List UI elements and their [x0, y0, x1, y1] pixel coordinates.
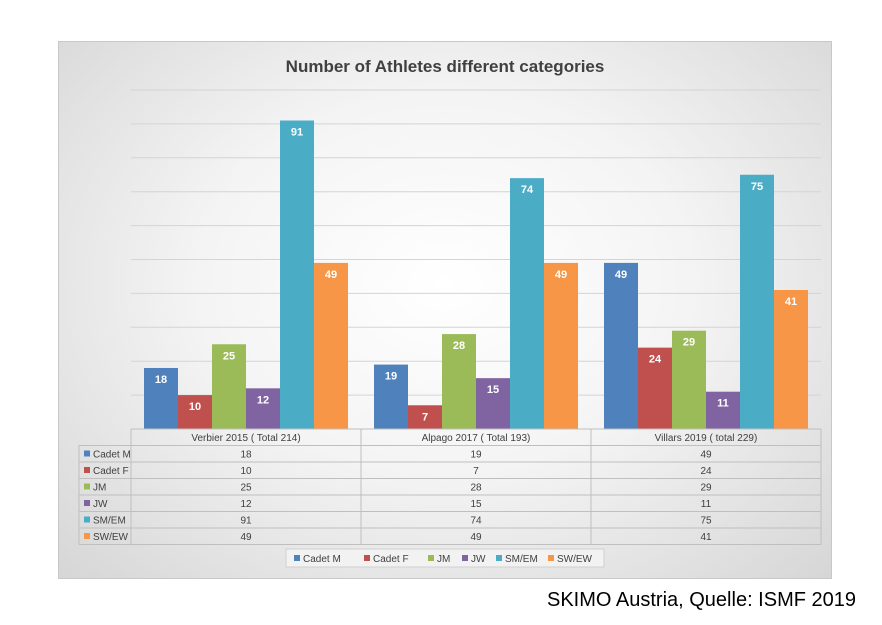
- bar: [178, 395, 212, 429]
- table-value: 28: [470, 483, 482, 494]
- legend-entry: Cadet F: [373, 554, 409, 565]
- bar: [442, 334, 476, 429]
- legend-box: [285, 548, 605, 568]
- table-legend-key: [84, 467, 90, 473]
- chart-panel: Number of Athletes different categories 1…: [58, 41, 832, 579]
- table-value: 11: [701, 499, 712, 510]
- table-series-name: Cadet M: [93, 450, 131, 461]
- bar-data-label: 49: [555, 269, 567, 281]
- bar: [144, 367, 178, 429]
- table-value: 10: [240, 466, 252, 477]
- bar: [604, 262, 638, 429]
- table-legend-key: [84, 533, 90, 539]
- table-value: 24: [700, 466, 712, 477]
- table-value: 91: [240, 516, 252, 527]
- table-value: 41: [700, 532, 712, 543]
- bar-data-label: 91: [291, 127, 303, 139]
- legend-key: [548, 555, 554, 561]
- bar: [280, 120, 314, 429]
- bar-data-label: 24: [649, 354, 662, 366]
- bar: [314, 262, 348, 429]
- bar: [706, 391, 740, 429]
- athletes-bar-chart: Number of Athletes different categories 1…: [78, 57, 822, 568]
- bar-data-label: 75: [751, 181, 763, 193]
- legend-entry: Cadet M: [303, 554, 341, 565]
- table-value: 29: [700, 483, 712, 494]
- category-label: Verbier 2015 ( Total 214): [191, 433, 300, 444]
- bar: [408, 405, 442, 429]
- table-value: 19: [470, 450, 482, 461]
- table-series-name: Cadet F: [93, 466, 129, 477]
- bar-data-label: 11: [717, 398, 729, 410]
- bar: [740, 174, 774, 429]
- bar-data-label: 41: [785, 296, 797, 308]
- bar-data-label: 18: [155, 374, 167, 386]
- bar-data-label: 19: [385, 371, 397, 383]
- bar-data-label: 25: [223, 350, 235, 362]
- bar: [774, 290, 808, 429]
- category-label: Alpago 2017 ( Total 193): [422, 433, 531, 444]
- bar-data-label: 7: [422, 411, 428, 423]
- bar: [638, 347, 672, 429]
- legend-entry: SW/EW: [557, 554, 593, 565]
- table-value: 49: [700, 450, 712, 461]
- chart-title: Number of Athletes different categories: [286, 57, 605, 76]
- source-caption: SKIMO Austria, Quelle: ISMF 2019: [546, 589, 856, 611]
- bar: [544, 262, 578, 429]
- legend-entry: JM: [437, 554, 450, 565]
- legend-key: [294, 555, 300, 561]
- category-label: Villars 2019 ( total 229): [655, 433, 758, 444]
- table-value: 75: [700, 516, 712, 527]
- bar: [510, 178, 544, 429]
- bar-data-label: 49: [615, 269, 627, 281]
- legend-key: [364, 555, 370, 561]
- bar-data-label: 74: [521, 184, 534, 196]
- legend-key: [462, 555, 468, 561]
- table-value: 74: [470, 516, 482, 527]
- table-value: 7: [473, 466, 479, 477]
- table-series-name: JW: [93, 499, 108, 510]
- bar-data-label: 12: [257, 394, 269, 406]
- legend-entry: JW: [471, 554, 486, 565]
- table-value: 12: [240, 499, 252, 510]
- bar-data-label: 29: [683, 337, 695, 349]
- bar: [672, 330, 706, 429]
- table-legend-key: [84, 516, 90, 523]
- table-legend-key: [84, 500, 90, 506]
- bar-data-label: 10: [189, 401, 201, 413]
- bar: [246, 388, 280, 429]
- bar-data-label: 49: [325, 269, 337, 281]
- table-value: 49: [240, 532, 252, 543]
- table-value: 18: [240, 450, 252, 461]
- legend-entry: SM/EM: [505, 554, 538, 565]
- table-series-name: SW/EW: [93, 532, 129, 543]
- legend-key: [496, 555, 502, 561]
- table-value: 15: [470, 499, 482, 510]
- bar-data-label: 15: [487, 384, 499, 396]
- table-legend-key: [84, 450, 90, 457]
- table-series-name: SM/EM: [93, 516, 126, 527]
- table-legend-key: [84, 483, 90, 490]
- bar-data-label: 28: [453, 340, 465, 352]
- bar: [212, 344, 246, 429]
- bar: [374, 364, 408, 429]
- table-series-name: JM: [93, 483, 106, 494]
- table-value: 25: [240, 483, 252, 494]
- legend-key: [428, 555, 434, 561]
- table-value: 49: [470, 532, 482, 543]
- bar: [476, 378, 510, 429]
